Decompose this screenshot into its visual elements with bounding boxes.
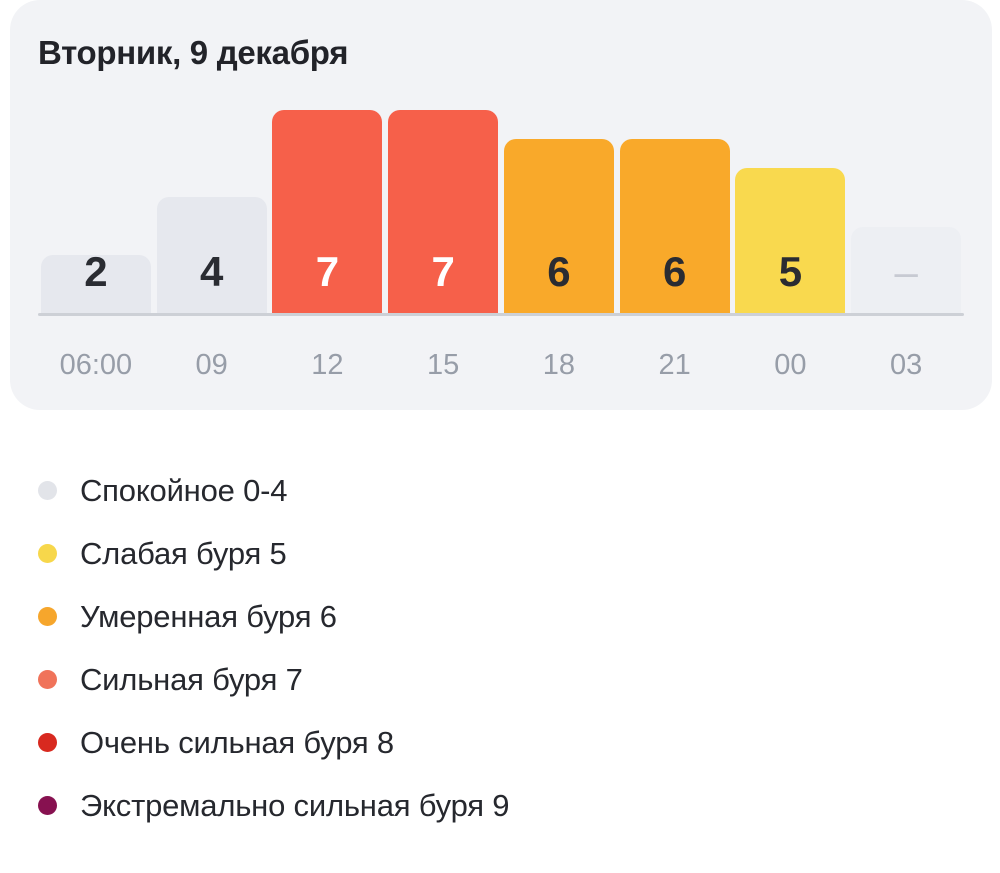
bar-value-label: – (894, 248, 918, 295)
x-tick-18: 18 (542, 349, 575, 381)
bar-chart: 2 4 7 7 6 6 5 – (38, 0, 964, 316)
x-tick-03: 03 (889, 349, 923, 381)
bar-09: 4 (156, 197, 267, 313)
legend-dot-icon (38, 607, 57, 626)
bar-value-label: 7 (431, 248, 455, 295)
legend-item-label: Слабая буря 5 (80, 535, 287, 571)
bar-value-label: 4 (199, 248, 224, 295)
bar-value-label: 5 (778, 248, 803, 295)
legend-item-storm5: Слабая буря 5 (38, 522, 509, 585)
legend-item-label: Очень сильная буря 8 (80, 724, 394, 760)
bar-12: 7 (272, 110, 383, 313)
x-tick-06-00: 06:00 (59, 349, 133, 381)
card-title: Вторник, 9 декабря (38, 34, 349, 71)
bar-06-00: 2 (40, 251, 151, 313)
bar-value-label: 6 (662, 248, 687, 295)
legend-item-storm7: Сильная буря 7 (38, 648, 509, 711)
legend-item-calm: Спокойное 0-4 (38, 459, 509, 522)
legend-item-storm6: Умеренная буря 6 (38, 585, 509, 648)
legend-item-label: Спокойное 0-4 (80, 472, 288, 508)
x-tick-00: 00 (774, 349, 807, 381)
bar-18: 6 (503, 139, 614, 313)
legend-dot-icon (38, 544, 57, 563)
legend-dot-icon (38, 796, 57, 815)
storm-legend: Спокойное 0-4 Слабая буря 5 Умеренная буря… (38, 459, 510, 837)
x-axis-labels: 06:00 09 12 15 18 21 00 03 (38, 344, 964, 386)
legend-item-label: Умеренная буря 6 (80, 598, 337, 634)
bar-15: 7 (388, 110, 499, 313)
x-tick-09: 09 (195, 349, 228, 381)
bar-03: – (851, 227, 962, 313)
bar-00: 5 (735, 168, 846, 313)
x-tick-21: 21 (658, 349, 691, 381)
legend-item-label: Сильная буря 7 (80, 661, 303, 697)
legend-dot-icon (38, 670, 57, 689)
x-tick-12: 12 (311, 349, 344, 381)
legend-item-storm8: Очень сильная буря 8 (38, 711, 509, 774)
chart-baseline (38, 313, 964, 316)
bar-value-label: 7 (315, 248, 340, 295)
bar-value-label: 2 (84, 248, 108, 295)
x-tick-15: 15 (426, 349, 460, 381)
legend-dot-icon (38, 481, 57, 500)
forecast-card: Вторник, 9 декабря 2 4 7 7 6 6 5 – 06:00 09 12 15 1… (10, 0, 992, 410)
bar-21: 6 (619, 139, 730, 313)
legend-dot-icon (38, 733, 57, 752)
bar-value-label: 6 (547, 248, 571, 295)
legend-item-storm9: Экстремально сильная буря 9 (38, 774, 510, 837)
legend-item-label: Экстремально сильная буря 9 (80, 787, 510, 823)
